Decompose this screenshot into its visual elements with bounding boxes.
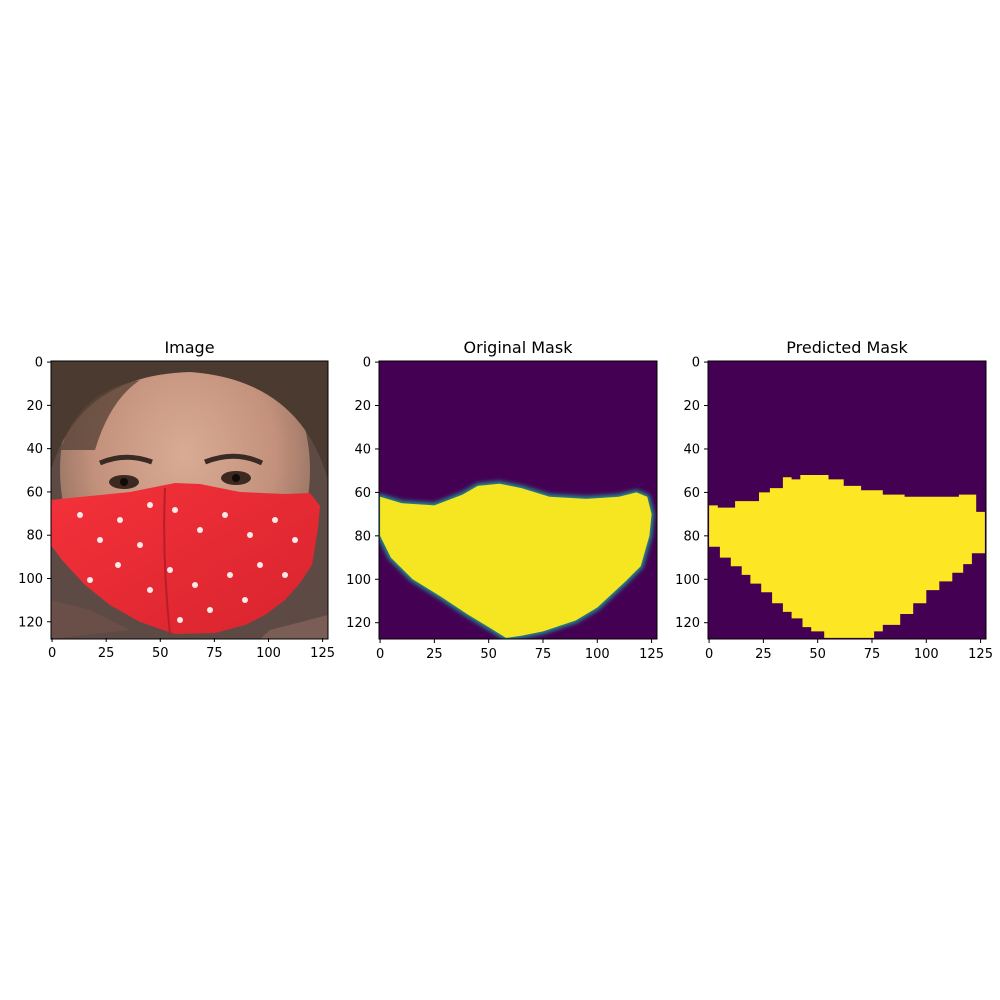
x-tick-label: 0 — [376, 647, 384, 662]
x-tick-label: 75 — [864, 647, 881, 662]
y-tick-label: 120 — [675, 616, 700, 631]
x-tick-label: 125 — [639, 647, 664, 662]
axes-frame-image — [50, 360, 329, 640]
x-tick-label: 25 — [755, 647, 772, 662]
xaxis-predicted-mask: 0 25 50 75 100 125 — [705, 639, 993, 662]
y-tick-label: 60 — [26, 485, 43, 500]
y-tick-label: 120 — [18, 615, 43, 630]
original-mask-region — [380, 483, 652, 638]
x-tick-label: 50 — [809, 647, 826, 662]
x-tick-label: 0 — [705, 647, 713, 662]
x-tick-label: 50 — [480, 647, 497, 662]
y-tick-label: 100 — [346, 573, 371, 588]
y-tick-label: 100 — [675, 573, 700, 588]
y-tick-label: 60 — [354, 486, 371, 501]
x-tick-label: 125 — [968, 647, 993, 662]
y-tick-label: 80 — [26, 529, 43, 544]
y-tick-label: 80 — [683, 529, 700, 544]
y-tick-label: 40 — [354, 442, 371, 457]
xaxis-image: 0 25 50 75 100 125 — [48, 638, 335, 661]
y-tick-label: 100 — [18, 572, 43, 587]
x-tick-label: 100 — [914, 647, 939, 662]
x-tick-label: 100 — [585, 647, 610, 662]
x-tick-label: 25 — [98, 646, 115, 661]
predicted-mask-region — [709, 475, 985, 638]
yaxis-original-mask: 0 20 40 60 80 100 120 — [346, 356, 379, 631]
photo-face-mask — [51, 361, 328, 639]
x-tick-label: 75 — [535, 647, 552, 662]
y-tick-label: 40 — [683, 442, 700, 457]
panel-original-mask: Original Mask 0 25 50 75 100 125 0 20 40 60 80 100… — [346, 338, 664, 662]
x-tick-label: 0 — [48, 646, 56, 661]
y-tick-label: 20 — [683, 399, 700, 414]
panel-image: Image — [18, 338, 335, 661]
x-tick-label: 75 — [206, 646, 223, 661]
y-tick-label: 20 — [354, 399, 371, 414]
y-tick-label: 0 — [692, 356, 700, 371]
x-tick-label: 125 — [310, 646, 335, 661]
title-original-mask: Original Mask — [464, 338, 574, 357]
x-tick-label: 100 — [256, 646, 281, 661]
y-tick-label: 120 — [346, 616, 371, 631]
y-tick-label: 20 — [26, 399, 43, 414]
x-tick-label: 50 — [152, 646, 169, 661]
title-image: Image — [164, 338, 214, 357]
x-tick-label: 25 — [426, 647, 443, 662]
y-tick-label: 0 — [35, 356, 43, 371]
yaxis-predicted-mask: 0 20 40 60 80 100 120 — [675, 356, 708, 631]
axes-frame-predicted-mask — [707, 360, 987, 640]
yaxis-image: 0 20 40 60 80 100 120 — [18, 356, 51, 630]
y-tick-label: 60 — [683, 486, 700, 501]
title-predicted-mask: Predicted Mask — [786, 338, 908, 357]
y-tick-label: 0 — [363, 356, 371, 371]
y-tick-label: 40 — [26, 442, 43, 457]
xaxis-original-mask: 0 25 50 75 100 125 — [376, 639, 664, 662]
y-tick-label: 80 — [354, 529, 371, 544]
axes-frame-original-mask — [378, 360, 658, 640]
panel-predicted-mask: Predicted Mask 0 25 50 75 100 125 0 20 40 60 80 10… — [675, 338, 993, 662]
